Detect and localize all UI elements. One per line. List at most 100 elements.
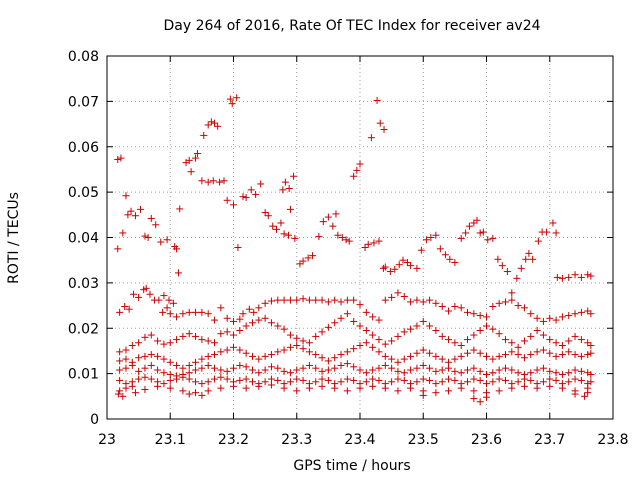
data-point [451, 367, 459, 375]
data-point [192, 332, 200, 340]
data-point [445, 358, 453, 366]
data-point [117, 154, 125, 162]
data-point [495, 299, 503, 307]
y-tick-label: 0 [90, 412, 99, 428]
data-point [552, 316, 560, 324]
data-point [584, 369, 592, 377]
data-point [350, 172, 358, 180]
data-point [198, 355, 206, 363]
data-point [350, 317, 358, 325]
data-point [315, 233, 323, 241]
data-point [223, 314, 231, 322]
data-point [375, 376, 383, 384]
data-point [277, 219, 285, 227]
data-point [255, 355, 263, 363]
data-point [248, 366, 256, 374]
data-point [381, 340, 389, 348]
data-point [173, 361, 181, 369]
data-point [407, 298, 415, 306]
data-point [565, 312, 573, 320]
data-point [495, 387, 503, 395]
data-point [204, 361, 212, 369]
data-point [375, 237, 383, 245]
data-point [494, 255, 502, 263]
data-point [552, 229, 560, 237]
data-point [364, 240, 372, 248]
data-point [508, 384, 516, 392]
data-point [571, 351, 579, 359]
data-point [318, 382, 326, 390]
data-point [546, 382, 554, 390]
data-point [451, 302, 459, 310]
y-tick-label: 0.07 [68, 94, 99, 110]
data-point [280, 346, 288, 354]
y-tick-label: 0.05 [68, 185, 99, 201]
data-point [267, 363, 275, 371]
data-point [462, 229, 470, 237]
data-point [211, 364, 219, 372]
data-point [239, 310, 247, 318]
data-point [274, 364, 282, 372]
data-point [273, 225, 281, 233]
data-point [280, 325, 288, 333]
data-point [343, 360, 351, 368]
data-point [400, 376, 408, 384]
data-point [125, 305, 133, 313]
data-point [445, 375, 453, 383]
data-point [166, 384, 174, 392]
data-point [369, 375, 377, 383]
data-point [299, 364, 307, 372]
x-tick-label: 23.2 [218, 432, 249, 448]
data-point [584, 351, 592, 359]
data-point [204, 337, 212, 345]
data-point [305, 361, 313, 369]
data-point [464, 308, 472, 316]
data-point [426, 376, 434, 384]
data-point [413, 296, 421, 304]
data-point [261, 378, 269, 386]
data-point [581, 392, 589, 400]
data-point [290, 172, 298, 180]
data-point [286, 331, 294, 339]
data-point [419, 375, 427, 383]
data-point [533, 314, 541, 322]
data-point [498, 262, 506, 270]
data-point [356, 341, 364, 349]
data-point [169, 299, 177, 307]
data-point [329, 222, 337, 230]
data-point [211, 119, 219, 127]
data-point [432, 352, 440, 360]
data-point [220, 177, 228, 185]
data-point [141, 232, 149, 240]
data-point [464, 336, 472, 344]
data-point [280, 230, 288, 238]
y-tick-label: 0.06 [68, 140, 99, 156]
data-point [217, 330, 225, 338]
data-point [234, 243, 242, 251]
data-point [163, 236, 171, 244]
data-point [154, 337, 162, 345]
data-point [403, 258, 411, 266]
data-point [122, 384, 130, 392]
data-point [413, 378, 421, 386]
data-point [527, 332, 535, 340]
data-point [267, 375, 275, 383]
data-point [299, 337, 307, 345]
data-point [577, 273, 585, 281]
data-point [193, 150, 201, 158]
data-point [356, 366, 364, 374]
data-point [426, 364, 434, 372]
data-point [445, 387, 453, 395]
data-point [446, 255, 454, 263]
data-point [267, 381, 275, 389]
data-point [209, 177, 217, 185]
data-point [432, 367, 440, 375]
data-point [476, 367, 484, 375]
data-point [373, 96, 381, 104]
data-point [185, 361, 193, 369]
data-point [445, 336, 453, 344]
data-point [451, 258, 459, 266]
data-point [337, 298, 345, 306]
data-point [379, 264, 387, 272]
data-point [388, 337, 396, 345]
